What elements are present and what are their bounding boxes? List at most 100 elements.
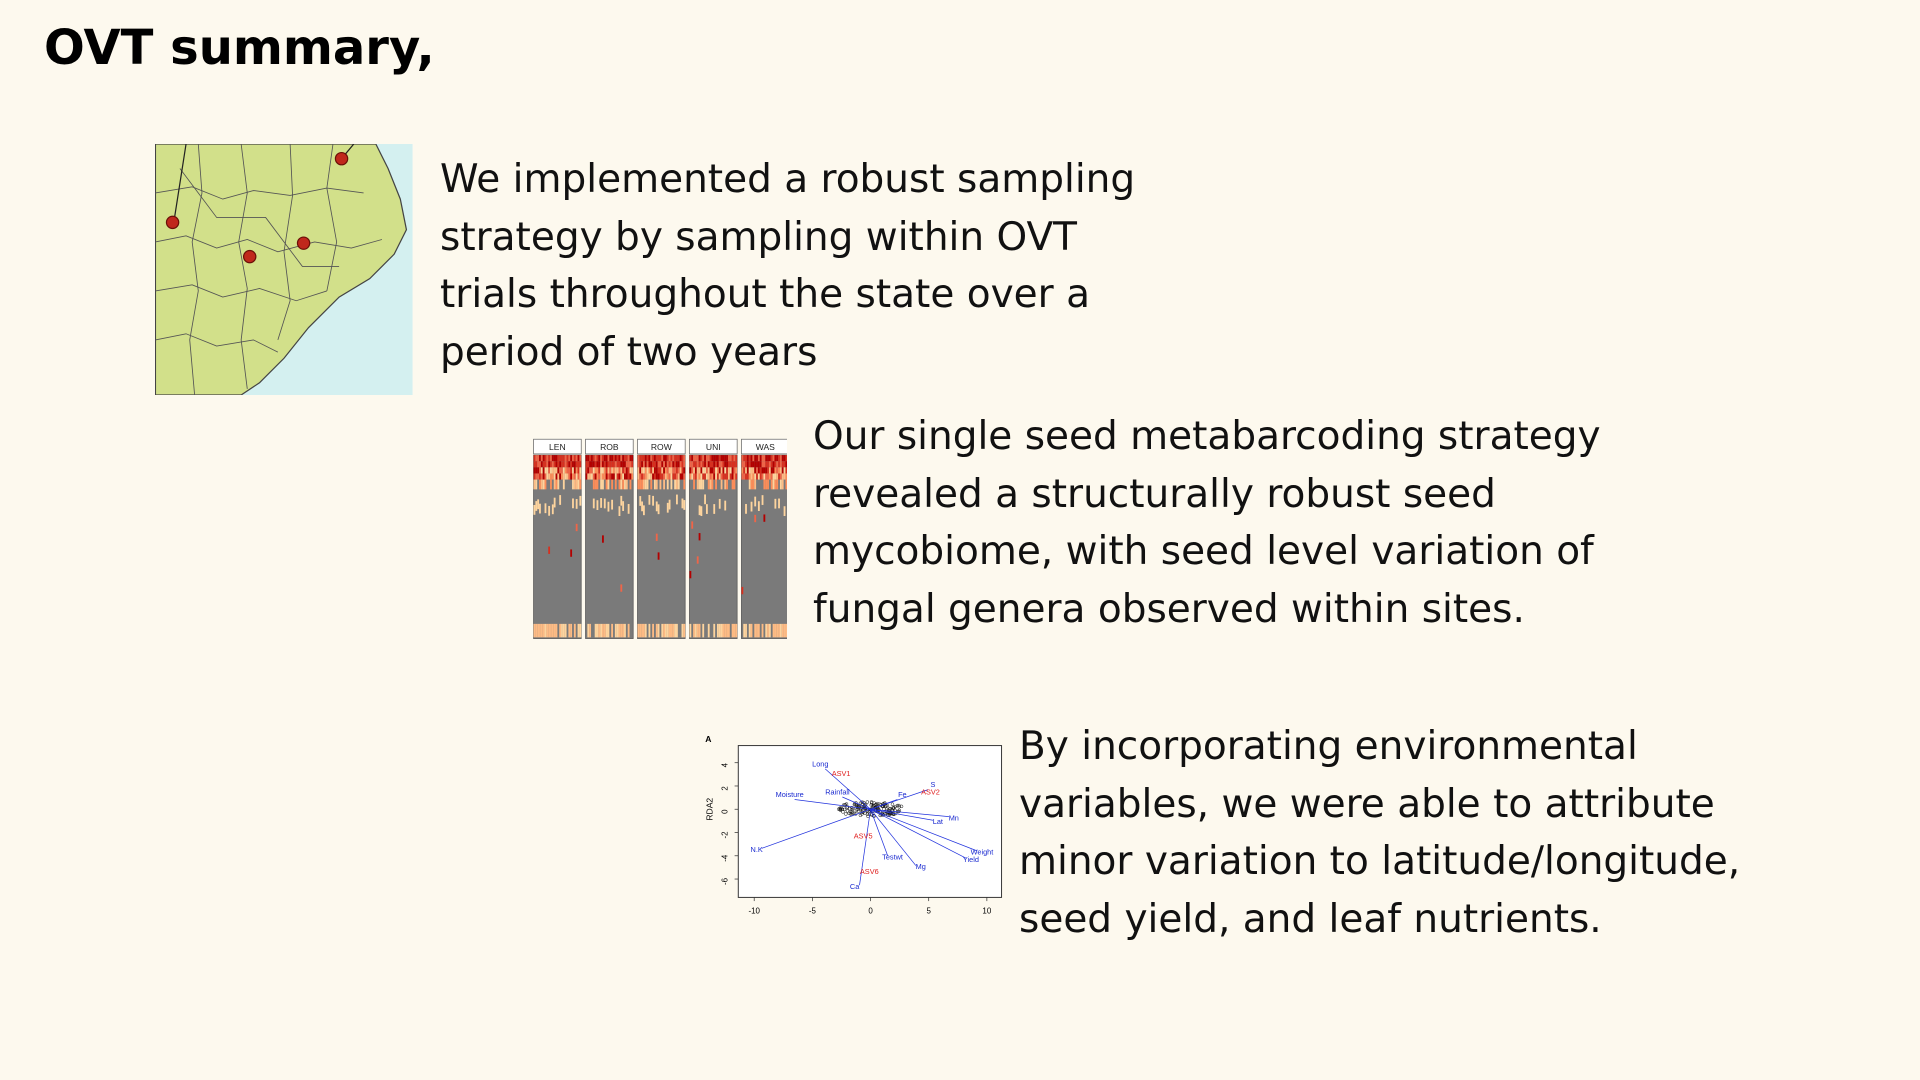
cell [572,455,574,462]
sample-point [840,807,845,812]
text-line: period of two years [440,329,818,375]
cell [600,479,603,490]
sample-point [865,812,870,816]
cell [731,479,734,490]
cell [575,461,578,468]
cell [663,467,666,474]
cell [637,455,640,462]
cell [579,467,582,474]
cell [587,461,590,468]
cell [767,455,769,462]
variable-label: Fe [898,790,907,799]
cell [555,623,558,638]
cell [631,467,634,474]
cell [611,473,614,480]
cell [716,455,719,462]
cell [613,473,615,480]
cell [653,479,656,490]
cell [570,549,573,557]
cell [696,455,699,462]
cell [544,623,547,638]
cell [709,479,712,490]
heatmap: LEN ROB ROW UNI WAS [533,438,787,639]
cell [657,552,660,560]
cell [711,473,714,480]
cell [724,623,727,638]
cell [696,461,699,468]
cell [653,461,656,468]
cell [642,623,645,638]
cell [745,503,747,514]
cell [537,461,540,468]
x-tick-label: -5 [809,906,817,915]
cell [575,473,578,480]
variable-label: Rainfall [825,788,850,797]
cell [562,473,565,480]
cell [566,455,569,462]
cell [729,461,732,468]
cell [668,461,671,468]
cell [683,455,686,462]
cell [548,467,551,474]
y-tick-label: -6 [720,877,729,885]
cell [642,455,645,462]
map [155,144,413,395]
cell [602,623,604,638]
cell [653,467,656,474]
cell [655,473,658,480]
cell [644,473,647,480]
cell [600,498,603,508]
cell [659,479,662,490]
slide-title: OVT summary, [44,20,435,76]
cell [781,467,784,474]
y-tick-label: 4 [720,762,729,767]
cell [681,455,684,462]
cell [694,473,697,480]
cell [698,479,701,490]
cell [539,461,541,468]
cell [648,461,651,468]
cell [592,473,595,480]
vector-arrow [870,808,967,859]
asv-label: ASV6 [860,867,879,876]
cell [745,467,747,474]
cell [629,455,632,462]
cell [705,504,708,514]
cell [575,467,578,474]
cell [641,473,643,480]
cell [765,461,768,468]
cell [620,479,623,490]
cell [568,623,571,638]
cell [676,479,678,490]
cell [679,473,682,480]
text-line: minor variation to latitude/longitude, [1019,839,1741,884]
cell [570,455,573,462]
cell [653,473,656,480]
cell [622,623,625,638]
cell [693,461,695,468]
variable-label: Long [812,759,828,768]
cell [562,467,565,474]
cell [624,461,626,468]
cell [754,473,757,480]
cell [535,501,538,511]
cell [559,473,562,480]
cell [767,473,769,480]
cell [540,455,543,462]
cell [550,461,552,468]
cell [553,497,556,508]
cell [639,455,642,462]
cell [603,623,606,638]
cell [704,461,706,468]
cell [535,479,538,490]
cell [540,473,543,480]
cell [748,473,751,480]
cell [729,467,732,474]
cell [618,461,621,468]
cell [683,467,686,474]
sample-point [893,804,897,809]
cell [537,623,540,638]
cell [653,455,656,462]
sample-point [863,811,867,816]
cell [726,479,728,490]
